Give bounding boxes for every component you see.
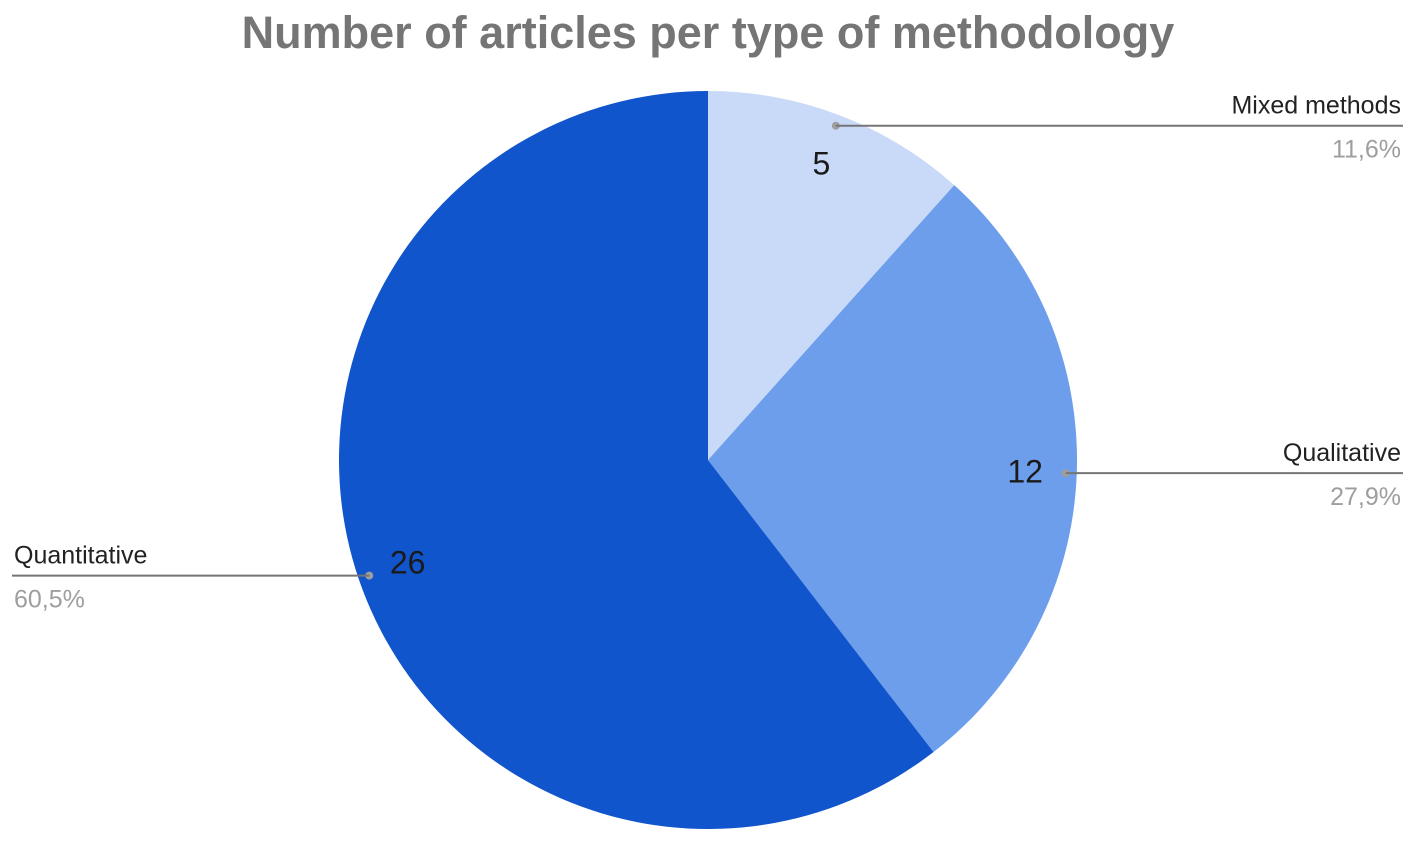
pie-slice-quantitative (339, 91, 934, 829)
callout-label-quantitative: Quantitative (14, 542, 147, 570)
callout-percent-qualitative: 27,9% (1330, 483, 1401, 511)
callout-label-mixed-methods: Mixed methods (1231, 92, 1401, 120)
chart-title: Number of articles per type of methodolo… (242, 7, 1175, 58)
slice-value-mixed-methods: 5 (812, 146, 830, 182)
slices-layer (339, 91, 1077, 829)
callout-percent-mixed-methods: 11,6% (1332, 136, 1401, 164)
callouts-layer: Mixed methods 11,6% Qualitative 27,9% Quanti… (12, 92, 1403, 614)
slice-value-qualitative: 12 (1007, 454, 1043, 490)
slice-value-quantitative: 26 (390, 544, 426, 580)
slice-values-layer: 5 12 26 (390, 146, 1043, 581)
pie-slice-mixed-methods (708, 91, 955, 460)
pie-slice-qualitative (708, 185, 1077, 753)
callout-label-qualitative: Qualitative (1283, 439, 1401, 467)
callout-percent-quantitative: 60,5% (14, 586, 85, 614)
